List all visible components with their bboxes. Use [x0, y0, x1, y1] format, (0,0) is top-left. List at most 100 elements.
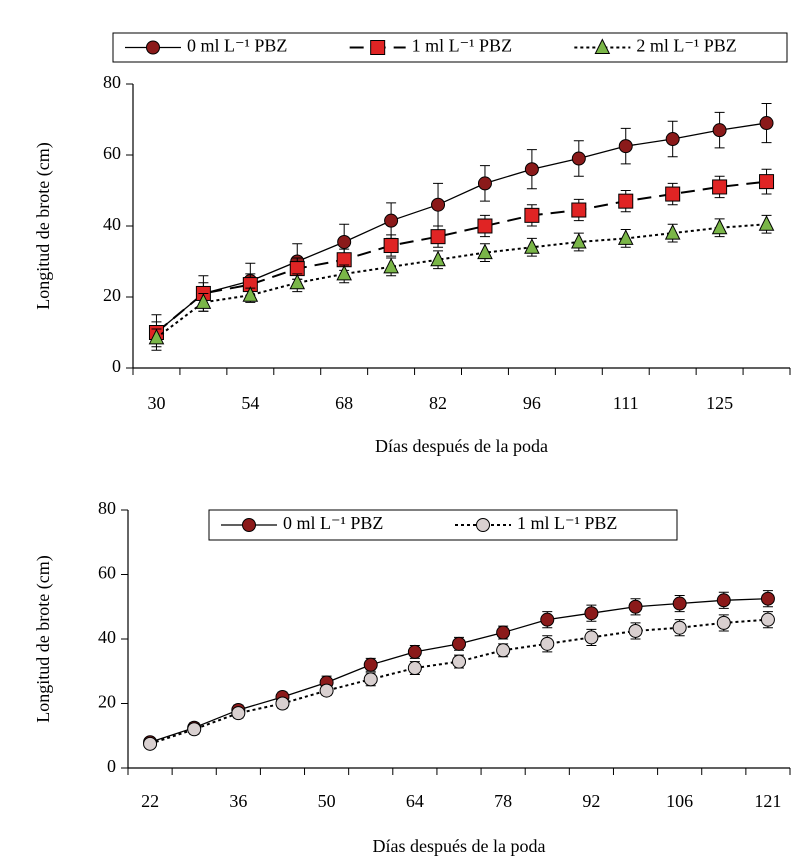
legend-box: [112, 32, 788, 63]
data-point: [289, 273, 306, 290]
data-point: [628, 599, 643, 614]
data-point: [336, 264, 352, 281]
data-point: [711, 218, 728, 235]
x-tick-label: 54: [241, 393, 259, 413]
data-point: [195, 293, 212, 309]
data-point: [760, 591, 775, 606]
legend-label: 0 ml L⁻¹ PBZ: [283, 513, 383, 533]
data-point: [712, 179, 728, 195]
x-tick-label: 121: [754, 791, 781, 811]
data-point: [584, 606, 599, 621]
data-point: [383, 257, 399, 274]
data-point: [242, 286, 259, 302]
x-tick-label: 125: [706, 393, 733, 413]
x-tick-label: 64: [406, 791, 424, 811]
series-line: [155, 180, 767, 334]
data-point: [407, 661, 422, 676]
legend-label: 2 ml L⁻¹ PBZ: [636, 36, 736, 56]
data-point: [759, 174, 775, 190]
data-point: [319, 683, 334, 698]
y-axis-title: Longitud de brote (cm): [33, 555, 54, 722]
data-point: [148, 328, 165, 345]
legend-label: 1 ml L⁻¹ PBZ: [517, 513, 617, 533]
y-tick-label: 20: [103, 285, 121, 305]
series-line: [149, 598, 768, 743]
data-point: [524, 207, 540, 223]
data-point: [337, 234, 352, 249]
y-tick-label: 0: [107, 756, 116, 776]
data-point: [407, 644, 422, 659]
data-point: [477, 176, 492, 191]
data-point: [665, 132, 680, 147]
data-point: [759, 116, 774, 131]
data-point: [571, 151, 586, 166]
x-tick-label: 106: [666, 791, 693, 811]
data-point: [618, 193, 634, 209]
legend-label: 0 ml L⁻¹ PBZ: [187, 36, 287, 56]
data-point: [628, 623, 643, 638]
y-tick-label: 20: [98, 692, 116, 712]
legend-marker: [242, 518, 256, 532]
x-tick-label: 36: [229, 791, 247, 811]
x-axis-title: Días después de la poda: [375, 436, 548, 456]
y-axis-title: Longitud de brote (cm): [33, 142, 54, 309]
data-point: [618, 139, 633, 154]
data-point: [496, 625, 511, 640]
data-point: [496, 643, 511, 658]
x-tick-label: 92: [582, 791, 600, 811]
data-point: [540, 612, 555, 627]
y-tick-label: 60: [103, 143, 121, 163]
data-point: [430, 229, 446, 245]
data-point: [672, 596, 687, 611]
data-point: [231, 706, 246, 721]
y-tick-label: 80: [103, 72, 121, 92]
y-tick-label: 60: [98, 563, 116, 583]
x-tick-label: 78: [494, 791, 512, 811]
x-tick-label: 96: [523, 393, 541, 413]
data-point: [664, 223, 681, 240]
y-tick-label: 40: [98, 627, 116, 647]
data-point: [452, 636, 466, 651]
data-point: [430, 250, 446, 267]
data-point: [477, 218, 493, 234]
data-point: [540, 636, 555, 651]
data-point: [571, 202, 587, 218]
data-point: [716, 615, 731, 630]
x-tick-label: 82: [429, 393, 447, 413]
data-point: [363, 672, 378, 687]
legend-marker: [146, 40, 160, 55]
data-point: [571, 232, 587, 249]
x-tick-label: 68: [335, 393, 353, 413]
data-point: [383, 238, 399, 254]
data-point: [672, 620, 687, 635]
data-point: [524, 162, 539, 177]
series-line: [156, 122, 767, 333]
legend-label: 1 ml L⁻¹ PBZ: [412, 36, 512, 56]
data-point: [524, 238, 540, 254]
data-point: [617, 229, 634, 245]
data-point: [712, 123, 727, 138]
x-tick-label: 22: [141, 791, 159, 811]
data-point: [363, 657, 378, 672]
y-tick-label: 40: [103, 214, 121, 234]
data-point: [452, 654, 466, 669]
data-point: [758, 215, 775, 231]
data-point: [275, 696, 290, 711]
data-point: [431, 197, 446, 212]
data-point: [716, 593, 731, 608]
data-point: [187, 722, 202, 737]
series-line: [155, 223, 767, 339]
data-point: [477, 243, 493, 260]
x-tick-label: 30: [147, 393, 165, 413]
legend-marker: [594, 38, 611, 54]
legend-box: [208, 509, 678, 541]
legend-marker: [476, 518, 490, 532]
y-tick-label: 0: [112, 356, 121, 376]
x-axis-title: Días después de la poda: [373, 836, 546, 856]
data-point: [384, 213, 399, 228]
x-tick-label: 111: [613, 393, 639, 413]
y-tick-label: 80: [98, 498, 116, 518]
data-point: [665, 186, 681, 202]
